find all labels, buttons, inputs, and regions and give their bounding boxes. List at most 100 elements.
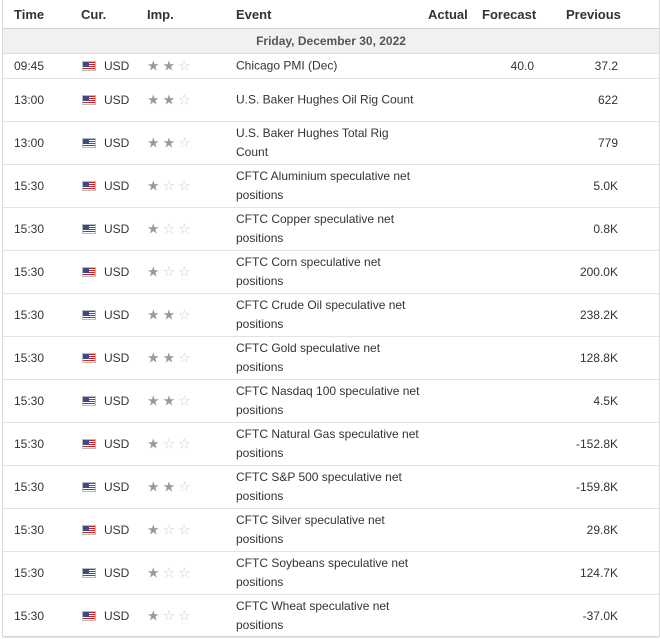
flag-canton bbox=[83, 268, 89, 273]
event-name[interactable]: CFTC Natural Gas speculative net positio… bbox=[236, 427, 419, 460]
table-row[interactable]: 13:00 USD ★★☆ U.S. Baker Hughes Oil Rig Cou… bbox=[3, 79, 659, 122]
table-row[interactable]: 15:30 USD ★★☆ CFTC Crude Oil speculative ne… bbox=[3, 294, 659, 337]
star-empty-icon: ☆ bbox=[178, 57, 194, 74]
star-empty-icon: ☆ bbox=[178, 478, 194, 495]
table-row[interactable]: 13:00 USD ★★☆ U.S. Baker Hughes Total Rig C… bbox=[3, 122, 659, 165]
flag-canton bbox=[83, 483, 89, 488]
us-flag-icon bbox=[82, 95, 96, 105]
event-name[interactable]: CFTC Silver speculative net positions bbox=[236, 513, 385, 546]
event-time: 15:30 bbox=[14, 566, 45, 580]
us-flag-icon bbox=[82, 353, 96, 363]
star-filled-icon: ★ bbox=[147, 478, 163, 495]
importance-rating: ★☆☆ bbox=[147, 522, 194, 539]
event-name[interactable]: CFTC Copper speculative net positions bbox=[236, 212, 395, 245]
table-row[interactable]: 15:30 USD ★☆☆ CFTC Soybeans speculative net… bbox=[3, 552, 659, 595]
table-row[interactable]: 15:30 USD ★★☆ CFTC Nasdaq 100 speculative n… bbox=[3, 380, 659, 423]
us-flag-icon bbox=[82, 224, 96, 234]
star-empty-icon: ☆ bbox=[178, 306, 194, 323]
star-filled-icon: ★ bbox=[147, 392, 163, 409]
flag-canton bbox=[83, 569, 89, 574]
event-name[interactable]: CFTC Soybeans speculative net positions bbox=[236, 556, 409, 589]
date-group-header: Friday, December 30, 2022 bbox=[3, 29, 659, 54]
flag-canton bbox=[83, 440, 89, 445]
event-currency: USD bbox=[104, 308, 130, 322]
table-row[interactable]: 15:30 USD ★★☆ CFTC Gold speculative net pos… bbox=[3, 337, 659, 380]
flag-canton bbox=[83, 612, 89, 617]
event-previous: 238.2K bbox=[579, 308, 618, 322]
us-flag-icon bbox=[82, 181, 96, 191]
event-time: 15:30 bbox=[14, 480, 45, 494]
event-time: 15:30 bbox=[14, 308, 45, 322]
event-time: 15:30 bbox=[14, 437, 45, 451]
table-row[interactable]: 15:30 USD ★☆☆ CFTC Silver speculative net p… bbox=[3, 509, 659, 552]
event-time: 15:30 bbox=[14, 394, 45, 408]
event-name[interactable]: CFTC Corn speculative net positions bbox=[236, 255, 381, 288]
event-name[interactable]: U.S. Baker Hughes Oil Rig Count bbox=[236, 92, 414, 107]
table-row[interactable]: 15:30 USD ★☆☆ CFTC Natural Gas speculative … bbox=[3, 423, 659, 466]
event-time: 15:30 bbox=[14, 609, 45, 623]
flag-canton bbox=[83, 397, 89, 402]
star-empty-icon: ☆ bbox=[178, 349, 194, 366]
star-empty-icon: ☆ bbox=[178, 91, 194, 108]
table-row[interactable]: 15:30 USD ★☆☆ CFTC Corn speculative net pos… bbox=[3, 251, 659, 294]
header-importance[interactable]: Imp. bbox=[147, 7, 174, 22]
event-name[interactable]: CFTC Crude Oil speculative net positions bbox=[236, 298, 406, 331]
star-filled-icon: ★ bbox=[147, 564, 163, 581]
event-previous: -159.8K bbox=[575, 480, 618, 494]
star-filled-icon: ★ bbox=[162, 91, 179, 108]
table-row[interactable]: 09:45 USD ★★☆ Chicago PMI (Dec) 40.0 37.2 bbox=[3, 54, 659, 79]
event-currency: USD bbox=[104, 179, 130, 193]
event-currency: USD bbox=[104, 265, 130, 279]
flag-canton bbox=[83, 62, 89, 67]
importance-rating: ★☆☆ bbox=[147, 264, 194, 281]
event-previous: 622 bbox=[597, 93, 618, 107]
star-filled-icon: ★ bbox=[147, 57, 163, 74]
table-row[interactable]: 15:30 USD ★☆☆ CFTC Wheat speculative net po… bbox=[3, 595, 659, 638]
event-currency: USD bbox=[104, 480, 130, 494]
importance-rating: ★☆☆ bbox=[147, 436, 194, 453]
star-empty-icon: ☆ bbox=[178, 435, 194, 452]
event-previous: 779 bbox=[597, 136, 618, 150]
star-filled-icon: ★ bbox=[162, 349, 179, 366]
header-event[interactable]: Event bbox=[236, 7, 272, 22]
table-row[interactable]: 15:30 USD ★☆☆ CFTC Aluminium speculative ne… bbox=[3, 165, 659, 208]
event-previous: -37.0K bbox=[582, 609, 618, 623]
us-flag-icon bbox=[82, 611, 96, 621]
header-forecast[interactable]: Forecast bbox=[482, 7, 537, 22]
event-time: 13:00 bbox=[14, 93, 45, 107]
importance-rating: ★☆☆ bbox=[147, 565, 194, 582]
event-name[interactable]: CFTC S&P 500 speculative net positions bbox=[236, 470, 402, 503]
star-filled-icon: ★ bbox=[162, 392, 179, 409]
star-filled-icon: ★ bbox=[147, 521, 163, 538]
star-filled-icon: ★ bbox=[162, 57, 179, 74]
header-previous[interactable]: Previous bbox=[566, 7, 621, 22]
event-name[interactable]: Chicago PMI (Dec) bbox=[236, 58, 338, 73]
table-row[interactable]: 15:30 USD ★☆☆ CFTC Copper speculative net p… bbox=[3, 208, 659, 251]
event-previous: 0.8K bbox=[593, 222, 618, 236]
star-filled-icon: ★ bbox=[147, 134, 163, 151]
event-currency: USD bbox=[104, 222, 130, 236]
star-empty-icon: ☆ bbox=[162, 220, 179, 237]
table-row[interactable]: 15:30 USD ★★☆ CFTC S&P 500 speculative net … bbox=[3, 466, 659, 509]
star-empty-icon: ☆ bbox=[162, 564, 179, 581]
event-previous: 124.7K bbox=[579, 566, 618, 580]
event-previous: -152.8K bbox=[575, 437, 618, 451]
us-flag-icon bbox=[82, 138, 96, 148]
event-currency: USD bbox=[104, 93, 130, 107]
header-currency[interactable]: Cur. bbox=[81, 7, 107, 22]
star-filled-icon: ★ bbox=[147, 91, 163, 108]
header-actual[interactable]: Actual bbox=[428, 7, 468, 22]
star-empty-icon: ☆ bbox=[178, 263, 194, 280]
event-time: 15:30 bbox=[14, 351, 45, 365]
event-name[interactable]: CFTC Aluminium speculative net positions bbox=[236, 169, 411, 202]
event-name[interactable]: U.S. Baker Hughes Total Rig Count bbox=[236, 126, 389, 159]
flag-canton bbox=[83, 526, 89, 531]
importance-rating: ★★☆ bbox=[147, 350, 194, 367]
event-name[interactable]: CFTC Nasdaq 100 speculative net position… bbox=[236, 384, 420, 417]
us-flag-icon bbox=[82, 396, 96, 406]
event-name[interactable]: CFTC Gold speculative net positions bbox=[236, 341, 381, 374]
header-time[interactable]: Time bbox=[14, 7, 45, 22]
event-name[interactable]: CFTC Wheat speculative net positions bbox=[236, 599, 390, 632]
star-empty-icon: ☆ bbox=[162, 435, 179, 452]
